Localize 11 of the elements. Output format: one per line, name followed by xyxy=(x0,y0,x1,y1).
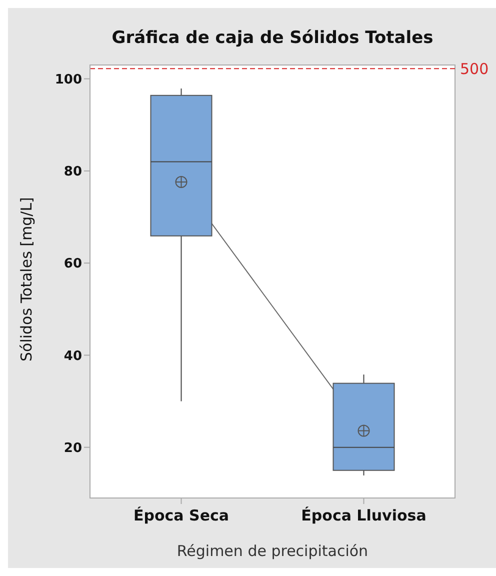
x-tick-label: Época Seca xyxy=(133,506,230,525)
chart-title: Gráfica de caja de Sólidos Totales xyxy=(110,28,434,48)
y-tick-label: 40 xyxy=(64,348,82,364)
y-tick-label: 80 xyxy=(64,164,82,180)
text: 500 xyxy=(460,60,489,78)
y-tick-label: 100 xyxy=(54,72,82,88)
y-tick-label: 60 xyxy=(64,256,82,272)
x-axis-title: Régimen de precipitación xyxy=(176,542,368,560)
y-tick-label: 20 xyxy=(64,440,82,456)
y-axis-title: Sólidos Totales [mg/L] xyxy=(17,197,36,362)
x-tick-label: Época Lluviosa xyxy=(301,506,426,525)
